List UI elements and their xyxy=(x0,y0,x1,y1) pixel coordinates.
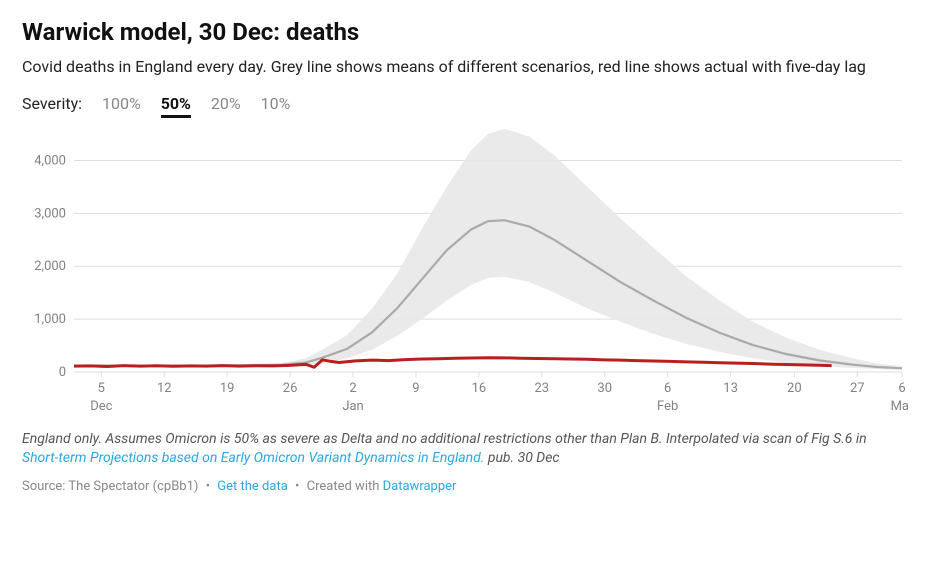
svg-text:6: 6 xyxy=(664,381,671,396)
svg-text:Jan: Jan xyxy=(342,399,363,414)
svg-text:26: 26 xyxy=(283,381,298,396)
svg-text:23: 23 xyxy=(535,381,550,396)
notes-link[interactable]: Short-term Projections based on Early Om… xyxy=(22,450,484,466)
svg-text:30: 30 xyxy=(597,381,612,396)
svg-text:4,000: 4,000 xyxy=(34,153,66,168)
severity-tab-20[interactable]: 20% xyxy=(211,94,241,113)
svg-text:5: 5 xyxy=(98,381,105,396)
svg-text:1,000: 1,000 xyxy=(34,312,66,327)
footer-datawrapper-link[interactable]: Datawrapper xyxy=(383,479,457,494)
severity-tab-50[interactable]: 50% xyxy=(161,94,191,118)
severity-label: Severity: xyxy=(22,94,82,113)
severity-tabs: Severity: 100% 50% 20% 10% xyxy=(22,94,908,118)
svg-text:20: 20 xyxy=(787,381,802,396)
chart-title: Warwick model, 30 Dec: deaths xyxy=(22,18,908,46)
line-chart: 0 1,000 2,000 3,000 4,000 5 Dec 12 19 26 2 Jan 9 16 23… xyxy=(22,128,908,418)
footer-sep: • xyxy=(295,479,299,494)
footer-sep: • xyxy=(206,479,210,494)
svg-text:6: 6 xyxy=(898,381,905,396)
svg-text:Dec: Dec xyxy=(90,399,112,414)
footer-source: Source: The Spectator (cpBb1) xyxy=(22,479,198,494)
svg-text:2: 2 xyxy=(349,381,356,396)
svg-text:Feb: Feb xyxy=(657,399,678,414)
chart-footer: Source: The Spectator (cpBb1) • Get the … xyxy=(22,479,908,494)
chart-subtitle: Covid deaths in England every day. Grey … xyxy=(22,56,902,78)
chart-notes: England only. Assumes Omicron is 50% as … xyxy=(22,430,902,469)
notes-pre: England only. Assumes Omicron is 50% as … xyxy=(22,431,867,447)
svg-text:2,000: 2,000 xyxy=(34,259,66,274)
svg-text:9: 9 xyxy=(412,381,419,396)
svg-text:12: 12 xyxy=(157,381,172,396)
notes-post: pub. 30 Dec xyxy=(484,450,559,466)
footer-created-pre: Created with xyxy=(307,479,383,494)
svg-text:19: 19 xyxy=(220,381,235,396)
svg-text:0: 0 xyxy=(59,365,66,380)
footer-get-data-link[interactable]: Get the data xyxy=(217,479,287,494)
svg-text:Mar: Mar xyxy=(891,399,908,414)
svg-text:16: 16 xyxy=(472,381,487,396)
svg-text:27: 27 xyxy=(850,381,865,396)
svg-text:13: 13 xyxy=(723,381,738,396)
severity-tab-10[interactable]: 10% xyxy=(261,94,291,113)
svg-text:3,000: 3,000 xyxy=(34,206,66,221)
severity-tab-100[interactable]: 100% xyxy=(102,94,141,113)
